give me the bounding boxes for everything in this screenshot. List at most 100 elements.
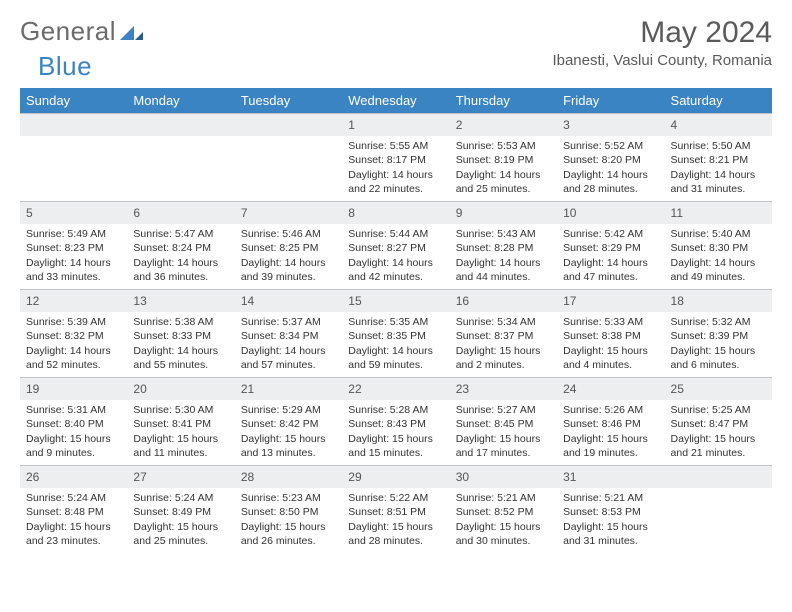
day-number: 25 xyxy=(665,377,772,400)
calendar-cell: 21Sunrise: 5:29 AMSunset: 8:42 PMDayligh… xyxy=(235,377,342,465)
day-body: Sunrise: 5:33 AMSunset: 8:38 PMDaylight:… xyxy=(557,312,664,377)
day-number-empty xyxy=(127,113,234,136)
calendar-cell: 9Sunrise: 5:43 AMSunset: 8:28 PMDaylight… xyxy=(450,201,557,289)
calendar-cell: 18Sunrise: 5:32 AMSunset: 8:39 PMDayligh… xyxy=(665,289,772,377)
calendar-cell: 17Sunrise: 5:33 AMSunset: 8:38 PMDayligh… xyxy=(557,289,664,377)
day-number-empty xyxy=(235,113,342,136)
weekday-header: Sunday xyxy=(20,88,127,113)
calendar-cell xyxy=(20,113,127,201)
calendar-week-row: 19Sunrise: 5:31 AMSunset: 8:40 PMDayligh… xyxy=(20,377,772,465)
calendar-cell: 10Sunrise: 5:42 AMSunset: 8:29 PMDayligh… xyxy=(557,201,664,289)
calendar-cell: 31Sunrise: 5:21 AMSunset: 8:53 PMDayligh… xyxy=(557,465,664,553)
calendar-cell: 1Sunrise: 5:55 AMSunset: 8:17 PMDaylight… xyxy=(342,113,449,201)
calendar-week-row: 26Sunrise: 5:24 AMSunset: 8:48 PMDayligh… xyxy=(20,465,772,553)
day-body: Sunrise: 5:34 AMSunset: 8:37 PMDaylight:… xyxy=(450,312,557,377)
day-number: 9 xyxy=(450,201,557,224)
day-number-empty xyxy=(665,465,772,488)
calendar-cell xyxy=(235,113,342,201)
day-body: Sunrise: 5:39 AMSunset: 8:32 PMDaylight:… xyxy=(20,312,127,377)
calendar-cell: 15Sunrise: 5:35 AMSunset: 8:35 PMDayligh… xyxy=(342,289,449,377)
calendar-cell: 4Sunrise: 5:50 AMSunset: 8:21 PMDaylight… xyxy=(665,113,772,201)
day-number: 30 xyxy=(450,465,557,488)
day-number: 5 xyxy=(20,201,127,224)
day-number: 11 xyxy=(665,201,772,224)
logo-text-blue: Blue xyxy=(38,51,92,82)
day-number: 26 xyxy=(20,465,127,488)
day-body: Sunrise: 5:27 AMSunset: 8:45 PMDaylight:… xyxy=(450,400,557,465)
day-number: 2 xyxy=(450,113,557,136)
calendar-cell: 5Sunrise: 5:49 AMSunset: 8:23 PMDaylight… xyxy=(20,201,127,289)
calendar-cell: 27Sunrise: 5:24 AMSunset: 8:49 PMDayligh… xyxy=(127,465,234,553)
day-body: Sunrise: 5:31 AMSunset: 8:40 PMDaylight:… xyxy=(20,400,127,465)
calendar-cell: 2Sunrise: 5:53 AMSunset: 8:19 PMDaylight… xyxy=(450,113,557,201)
day-body: Sunrise: 5:55 AMSunset: 8:17 PMDaylight:… xyxy=(342,136,449,201)
day-number: 19 xyxy=(20,377,127,400)
day-number: 31 xyxy=(557,465,664,488)
logo: General xyxy=(20,16,144,51)
day-number: 8 xyxy=(342,201,449,224)
logo-text-general: General xyxy=(20,16,116,47)
day-number: 23 xyxy=(450,377,557,400)
day-number: 18 xyxy=(665,289,772,312)
day-body: Sunrise: 5:47 AMSunset: 8:24 PMDaylight:… xyxy=(127,224,234,289)
day-body: Sunrise: 5:24 AMSunset: 8:48 PMDaylight:… xyxy=(20,488,127,553)
day-number: 13 xyxy=(127,289,234,312)
day-body: Sunrise: 5:52 AMSunset: 8:20 PMDaylight:… xyxy=(557,136,664,201)
weekday-header: Friday xyxy=(557,88,664,113)
month-title: May 2024 xyxy=(552,16,772,50)
day-body: Sunrise: 5:32 AMSunset: 8:39 PMDaylight:… xyxy=(665,312,772,377)
calendar-cell: 6Sunrise: 5:47 AMSunset: 8:24 PMDaylight… xyxy=(127,201,234,289)
calendar-cell: 13Sunrise: 5:38 AMSunset: 8:33 PMDayligh… xyxy=(127,289,234,377)
day-body: Sunrise: 5:40 AMSunset: 8:30 PMDaylight:… xyxy=(665,224,772,289)
calendar-cell: 23Sunrise: 5:27 AMSunset: 8:45 PMDayligh… xyxy=(450,377,557,465)
calendar-table: SundayMondayTuesdayWednesdayThursdayFrid… xyxy=(20,88,772,553)
day-number: 14 xyxy=(235,289,342,312)
weekday-header: Wednesday xyxy=(342,88,449,113)
calendar-cell: 3Sunrise: 5:52 AMSunset: 8:20 PMDaylight… xyxy=(557,113,664,201)
calendar-cell: 16Sunrise: 5:34 AMSunset: 8:37 PMDayligh… xyxy=(450,289,557,377)
day-body: Sunrise: 5:49 AMSunset: 8:23 PMDaylight:… xyxy=(20,224,127,289)
day-number: 27 xyxy=(127,465,234,488)
calendar-cell: 7Sunrise: 5:46 AMSunset: 8:25 PMDaylight… xyxy=(235,201,342,289)
day-number: 4 xyxy=(665,113,772,136)
calendar-cell: 30Sunrise: 5:21 AMSunset: 8:52 PMDayligh… xyxy=(450,465,557,553)
day-body: Sunrise: 5:29 AMSunset: 8:42 PMDaylight:… xyxy=(235,400,342,465)
day-body: Sunrise: 5:35 AMSunset: 8:35 PMDaylight:… xyxy=(342,312,449,377)
calendar-cell: 11Sunrise: 5:40 AMSunset: 8:30 PMDayligh… xyxy=(665,201,772,289)
day-number: 22 xyxy=(342,377,449,400)
weekday-header: Saturday xyxy=(665,88,772,113)
calendar-cell: 19Sunrise: 5:31 AMSunset: 8:40 PMDayligh… xyxy=(20,377,127,465)
day-number: 29 xyxy=(342,465,449,488)
day-number: 20 xyxy=(127,377,234,400)
calendar-cell: 22Sunrise: 5:28 AMSunset: 8:43 PMDayligh… xyxy=(342,377,449,465)
day-body: Sunrise: 5:24 AMSunset: 8:49 PMDaylight:… xyxy=(127,488,234,553)
day-body: Sunrise: 5:21 AMSunset: 8:52 PMDaylight:… xyxy=(450,488,557,553)
day-body: Sunrise: 5:50 AMSunset: 8:21 PMDaylight:… xyxy=(665,136,772,201)
calendar-cell xyxy=(665,465,772,553)
calendar-week-row: 1Sunrise: 5:55 AMSunset: 8:17 PMDaylight… xyxy=(20,113,772,201)
weekday-header: Thursday xyxy=(450,88,557,113)
calendar-cell: 14Sunrise: 5:37 AMSunset: 8:34 PMDayligh… xyxy=(235,289,342,377)
day-body: Sunrise: 5:53 AMSunset: 8:19 PMDaylight:… xyxy=(450,136,557,201)
day-body: Sunrise: 5:30 AMSunset: 8:41 PMDaylight:… xyxy=(127,400,234,465)
day-number: 17 xyxy=(557,289,664,312)
weekday-header-row: SundayMondayTuesdayWednesdayThursdayFrid… xyxy=(20,88,772,113)
day-number: 21 xyxy=(235,377,342,400)
day-number: 6 xyxy=(127,201,234,224)
day-number: 1 xyxy=(342,113,449,136)
calendar-cell: 8Sunrise: 5:44 AMSunset: 8:27 PMDaylight… xyxy=(342,201,449,289)
day-body: Sunrise: 5:23 AMSunset: 8:50 PMDaylight:… xyxy=(235,488,342,553)
calendar-cell: 29Sunrise: 5:22 AMSunset: 8:51 PMDayligh… xyxy=(342,465,449,553)
calendar-cell: 12Sunrise: 5:39 AMSunset: 8:32 PMDayligh… xyxy=(20,289,127,377)
location: Ibanesti, Vaslui County, Romania xyxy=(552,52,772,69)
calendar-cell: 20Sunrise: 5:30 AMSunset: 8:41 PMDayligh… xyxy=(127,377,234,465)
day-body: Sunrise: 5:44 AMSunset: 8:27 PMDaylight:… xyxy=(342,224,449,289)
day-body: Sunrise: 5:46 AMSunset: 8:25 PMDaylight:… xyxy=(235,224,342,289)
calendar-cell: 24Sunrise: 5:26 AMSunset: 8:46 PMDayligh… xyxy=(557,377,664,465)
calendar-cell: 25Sunrise: 5:25 AMSunset: 8:47 PMDayligh… xyxy=(665,377,772,465)
day-number: 3 xyxy=(557,113,664,136)
day-number: 15 xyxy=(342,289,449,312)
calendar-cell: 26Sunrise: 5:24 AMSunset: 8:48 PMDayligh… xyxy=(20,465,127,553)
calendar-cell xyxy=(127,113,234,201)
day-body: Sunrise: 5:26 AMSunset: 8:46 PMDaylight:… xyxy=(557,400,664,465)
